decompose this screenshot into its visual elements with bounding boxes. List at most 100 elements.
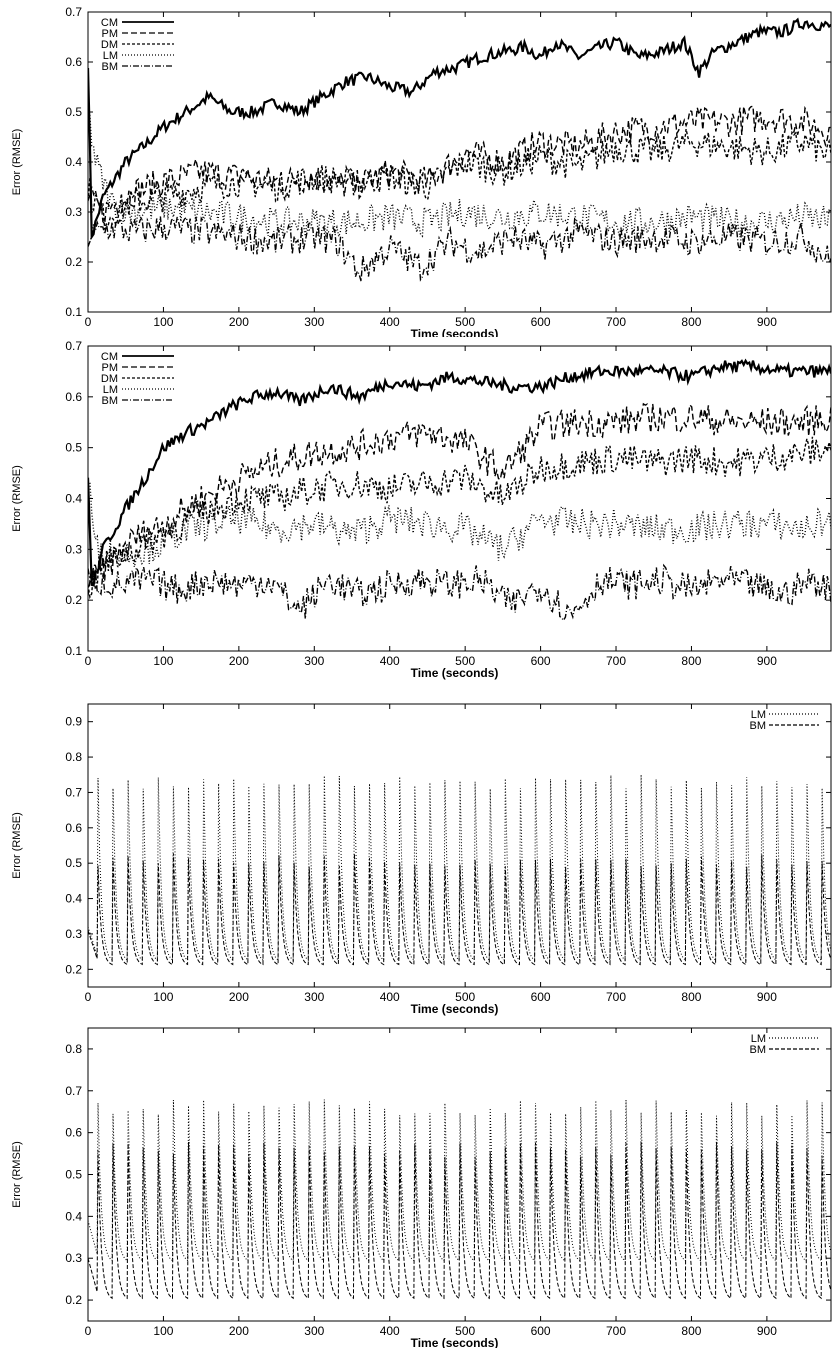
series-line-lm: [88, 1099, 831, 1262]
x-tick-label: 0: [85, 1324, 92, 1338]
x-tick-label: 700: [606, 315, 626, 329]
y-tick-label: 0.3: [65, 542, 82, 556]
series-line-bm: [88, 853, 831, 966]
series-line-bm: [88, 1141, 831, 1300]
x-axis-label: Time (seconds): [411, 327, 499, 337]
x-tick-label: 200: [229, 315, 249, 329]
legend-label-dm: DM: [101, 39, 118, 51]
x-tick-label: 600: [531, 654, 551, 668]
x-tick-label: 300: [304, 990, 324, 1004]
x-axis-label: Time (seconds): [411, 666, 499, 680]
x-tick-label: 400: [380, 654, 400, 668]
y-tick-label: 0.6: [65, 390, 82, 404]
chart-panel-3: 0.2 0.3 0.4 0.5 0.6 0.7 0.8 0.9 0 100 200 300 400 500…: [0, 687, 833, 1017]
y-axis-label: Error (RMSE): [11, 1141, 23, 1208]
x-tick-label: 200: [229, 990, 249, 1004]
x-tick-label: 0: [85, 990, 92, 1004]
series-line-pm: [88, 105, 831, 226]
chart-1-svg: 0.1 0.2 0.3 0.4 0.5 0.6 0.7 0 100 200 300 400 500 600…: [11, 5, 832, 337]
x-tick-label: 100: [153, 654, 173, 668]
legend-label-cm: CM: [101, 351, 118, 363]
chart-panel-4: 0.2 0.3 0.4 0.5 0.6 0.7 0.8 0 100 200 300 400 500 600…: [0, 1017, 833, 1348]
x-tick-label: 200: [229, 654, 249, 668]
legend-label-lm: LM: [751, 1033, 766, 1045]
y-tick-label: 0.3: [65, 205, 82, 219]
x-tick-label: 300: [304, 1324, 324, 1338]
y-tick-label: 0.2: [65, 962, 82, 976]
y-tick-label: 0.4: [65, 155, 82, 169]
y-tick-label: 0.3: [65, 927, 82, 941]
series-line-bm: [88, 215, 831, 282]
x-tick-label: 400: [380, 1324, 400, 1338]
x-tick-label: 700: [606, 1324, 626, 1338]
y-tick-label: 0.7: [65, 785, 82, 799]
x-tick-label: 600: [531, 1324, 551, 1338]
y-tick-label: 0.2: [65, 255, 82, 269]
y-tick-label: 0.6: [65, 1126, 82, 1140]
x-tick-label: 200: [229, 1324, 249, 1338]
x-tick-label: 800: [681, 654, 701, 668]
x-tick-label: 900: [757, 1324, 777, 1338]
x-tick-label: 400: [380, 990, 400, 1004]
x-tick-label: 100: [153, 990, 173, 1004]
series-line-bm: [88, 563, 831, 622]
x-tick-label: 700: [606, 654, 626, 668]
legend-label-cm: CM: [101, 17, 118, 29]
x-tick-label: 500: [455, 1324, 475, 1338]
y-tick-label: 0.4: [65, 1209, 82, 1223]
y-tick-label: 0.9: [65, 715, 82, 729]
legend-label-dm: DM: [101, 373, 118, 385]
y-tick-label: 0.1: [65, 305, 82, 319]
legend-label-lm: LM: [103, 384, 118, 396]
legend-label-bm: BM: [102, 61, 119, 73]
x-tick-label: 900: [757, 315, 777, 329]
y-tick-label: 0.5: [65, 105, 82, 119]
x-tick-label: 500: [455, 315, 475, 329]
y-tick-label: 0.1: [65, 644, 82, 658]
legend-label-pm: PM: [102, 28, 119, 40]
y-tick-label: 0.5: [65, 441, 82, 455]
y-tick-label: 0.4: [65, 492, 82, 506]
y-tick-label: 0.6: [65, 821, 82, 835]
x-tick-label: 500: [455, 990, 475, 1004]
series-line-lm: [88, 774, 831, 962]
legend-label-pm: PM: [102, 362, 119, 374]
legend-label-bm: BM: [102, 395, 119, 407]
x-tick-label: 600: [531, 990, 551, 1004]
x-tick-label: 300: [304, 654, 324, 668]
x-tick-label: 0: [85, 654, 92, 668]
x-tick-label: 300: [304, 315, 324, 329]
legend-label-bm: BM: [750, 1044, 767, 1056]
chart-panel-2: 0.1 0.2 0.3 0.4 0.5 0.6 0.7 0 100 200 300 400 500 600…: [0, 337, 833, 687]
y-tick-label: 0.7: [65, 339, 82, 353]
chart-3-svg: 0.2 0.3 0.4 0.5 0.6 0.7 0.8 0.9 0 100 200 300 400 500…: [11, 703, 832, 1016]
x-tick-label: 0: [85, 315, 92, 329]
series-line-lm: [88, 480, 831, 569]
plot-frame: [87, 345, 832, 652]
y-axis-label: Error (RMSE): [11, 812, 23, 879]
x-tick-label: 500: [455, 654, 475, 668]
y-tick-label: 0.5: [65, 1168, 82, 1182]
y-axis-label: Error (RMSE): [11, 465, 23, 532]
x-tick-label: 800: [681, 990, 701, 1004]
x-tick-label: 900: [757, 990, 777, 1004]
series-line-dm: [88, 128, 831, 230]
x-tick-label: 800: [681, 1324, 701, 1338]
y-tick-label: 0.2: [65, 593, 82, 607]
series-line-lm: [88, 108, 831, 238]
y-tick-label: 0.8: [65, 750, 82, 764]
legend-label-lm: LM: [103, 50, 118, 62]
x-tick-label: 600: [531, 315, 551, 329]
x-tick-label: 400: [380, 315, 400, 329]
x-tick-label: 100: [153, 315, 173, 329]
y-tick-label: 0.6: [65, 55, 82, 69]
plot-frame: [87, 703, 832, 988]
series-line-cm: [88, 358, 831, 587]
chart-4-svg: 0.2 0.3 0.4 0.5 0.6 0.7 0.8 0 100 200 300 400 500 600…: [11, 1027, 832, 1348]
plot-frame: [87, 11, 832, 313]
x-tick-label: 800: [681, 315, 701, 329]
x-tick-label: 900: [757, 654, 777, 668]
y-tick-label: 0.5: [65, 856, 82, 870]
x-tick-label: 100: [153, 1324, 173, 1338]
x-axis-label: Time (seconds): [411, 1002, 499, 1016]
